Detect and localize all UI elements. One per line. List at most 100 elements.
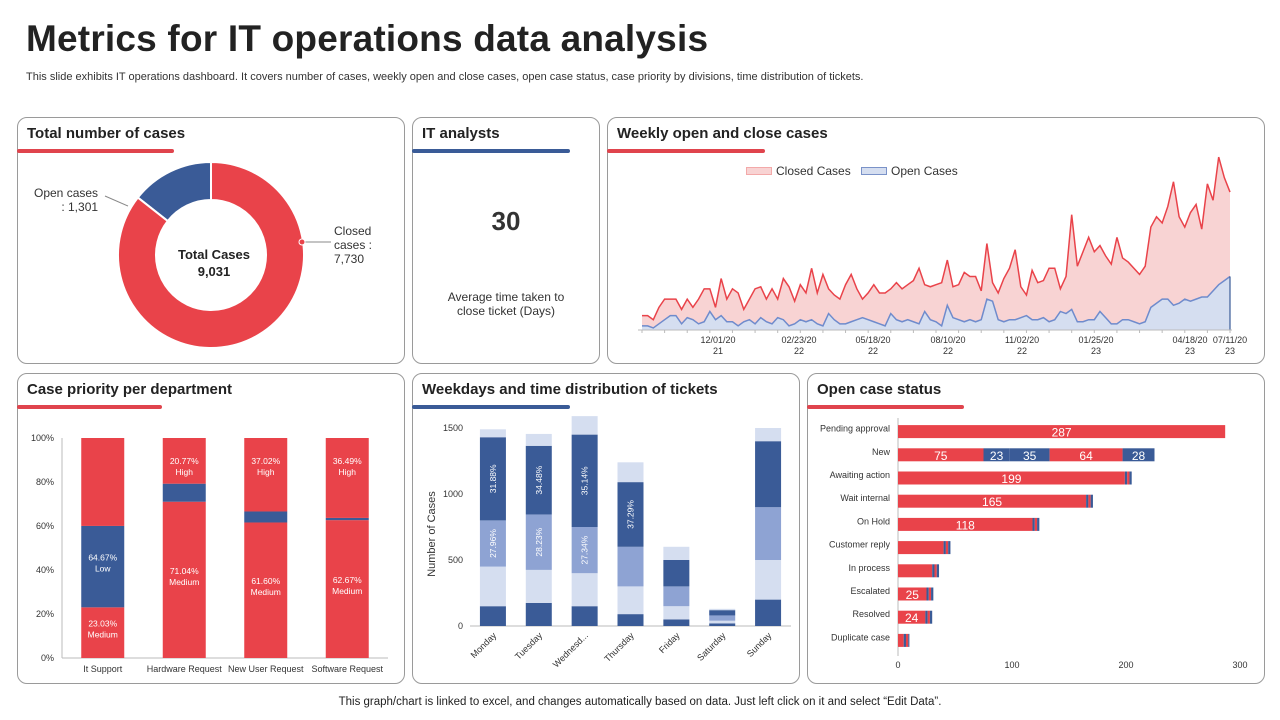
weekday-data-label: 35.14% xyxy=(580,466,590,495)
total-cases-title: Total number of cases xyxy=(27,125,186,142)
y-tick-label: 20% xyxy=(36,609,54,619)
y-category-label: Awaiting action xyxy=(830,470,890,480)
closed-marker xyxy=(298,238,306,246)
page-title: Metrics for IT operations data analysis xyxy=(26,18,709,59)
legend-swatch xyxy=(861,167,887,175)
status-data-label: 287 xyxy=(1052,426,1072,440)
weekdays-panel[interactable]: Weekdays and time distribution of ticket… xyxy=(412,373,800,684)
status-bar-segment xyxy=(936,564,940,578)
y-category-label: On Hold xyxy=(857,516,890,526)
x-tick-label: Friday xyxy=(657,630,682,655)
priority-bar-high xyxy=(162,438,206,484)
status-bar-segment xyxy=(929,610,933,624)
x-tick-label: Sunday xyxy=(745,630,774,659)
weekday-bar-segment xyxy=(571,573,598,607)
x-tick-label: Monday xyxy=(469,630,499,660)
status-bar-segment xyxy=(931,587,934,601)
weekday-bar-segment xyxy=(663,560,690,587)
status-bar-segment xyxy=(1086,494,1089,508)
status-bar-segment xyxy=(898,633,904,647)
y-category-label: Escalated xyxy=(850,586,890,596)
x-tick-label: Software Request xyxy=(311,664,383,674)
weekday-bar-segment xyxy=(525,433,552,446)
weekday-bar-segment xyxy=(525,514,552,570)
y-tick-label: 40% xyxy=(36,565,54,575)
x-tick-label: 100 xyxy=(1004,660,1019,670)
x-tick-label: 22 xyxy=(943,346,953,356)
open-status-bar-chart[interactable]: 0 100 200 300 Pending approval 287 New 75 23 35 64… xyxy=(808,374,1264,683)
status-data-label: 64 xyxy=(1079,449,1093,463)
priority-data-label: High xyxy=(176,467,194,477)
weekday-bar-segment xyxy=(709,610,736,616)
y-category-label: Resolved xyxy=(852,609,890,619)
priority-data-label: Medium xyxy=(169,577,199,587)
y-category-label: Pending approval xyxy=(820,424,890,434)
open-slice-label: Open cases : 1,301 xyxy=(34,186,99,214)
x-tick-label: It Support xyxy=(83,664,123,674)
x-tick-label: 01/25/20 xyxy=(1078,335,1113,345)
title-underline xyxy=(607,149,765,153)
priority-data-label: 61.60% xyxy=(251,576,280,586)
priority-data-label: High xyxy=(339,467,357,477)
status-data-label: 24 xyxy=(905,611,919,625)
donut-center-value: 9,031 xyxy=(198,264,231,279)
status-bar-segment xyxy=(1088,494,1091,508)
priority-data-label: 37.02% xyxy=(251,456,280,466)
priority-data-label: High xyxy=(257,467,275,477)
weekday-bar-segment xyxy=(479,606,506,626)
status-bar-segment xyxy=(898,587,927,601)
x-tick-label: 22 xyxy=(1017,346,1027,356)
weekday-bar-segment xyxy=(755,441,782,508)
y-tick-label: 0 xyxy=(458,621,463,631)
donut-center-label: Total Cases xyxy=(178,247,250,262)
weekday-bar-segment xyxy=(663,586,690,607)
weekday-bar-segment xyxy=(525,602,552,626)
priority-stacked-chart[interactable]: 0%20%40%60%80%100%23.03%Medium64.67%LowI… xyxy=(18,374,404,683)
status-bar-segment xyxy=(898,425,1226,439)
it-analysts-panel[interactable]: IT analysts 30 Average time taken to clo… xyxy=(412,117,600,364)
weekday-bar-segment xyxy=(663,619,690,626)
weekday-bar-segment xyxy=(617,586,644,615)
weekdays-stacked-chart[interactable]: 0 500 1000 1500 Number of Cases 27.96% 31.88% M… xyxy=(413,374,799,683)
priority-bar-low xyxy=(162,483,206,502)
priority-data-label: Medium xyxy=(332,586,362,596)
avg-days-value: 30 xyxy=(491,206,521,236)
priority-bar-high xyxy=(244,438,288,512)
weekday-bar-segment xyxy=(755,560,782,600)
status-bar-segment xyxy=(932,564,935,578)
weekly-area-chart[interactable]: 12/01/202102/23/202205/18/202208/10/2022… xyxy=(608,118,1264,363)
open-leader-line xyxy=(104,195,129,207)
priority-panel[interactable]: Case priority per department 0% 20% 40% 60%… xyxy=(17,373,405,684)
x-tick-label: 23 xyxy=(1225,346,1235,356)
priority-bar-medium xyxy=(325,520,369,658)
weekday-bar-segment xyxy=(479,566,506,607)
title-underline xyxy=(17,405,162,409)
x-tick-label: New User Request xyxy=(228,664,304,674)
x-tick-label: Saturday xyxy=(695,630,728,663)
weekly-panel[interactable]: Weekly open and close cases Closed Cases… xyxy=(607,117,1265,364)
status-bar-segment xyxy=(1034,517,1038,531)
weekday-bar-segment xyxy=(571,434,598,527)
status-data-label: 75 xyxy=(934,449,948,463)
status-bar-segment xyxy=(925,610,928,624)
weekday-bar-segment xyxy=(709,623,736,626)
open-status-panel[interactable]: Open case status 0 100 200 300 Pending appro… xyxy=(807,373,1265,684)
weekday-bar-segment xyxy=(479,429,506,438)
status-bar-segment xyxy=(898,471,1125,485)
priority-data-label: Medium xyxy=(88,630,118,640)
total-cases-panel[interactable]: Total number of cases Total Cases 9,031 … xyxy=(17,117,405,364)
y-axis-title: Number of Cases xyxy=(426,491,438,577)
x-tick-label: 300 xyxy=(1232,660,1247,670)
x-tick-label: Hardware Request xyxy=(147,664,223,674)
weekday-data-label: 34.48% xyxy=(534,465,544,494)
status-bar-segment xyxy=(1127,471,1130,485)
weekday-bar-segment xyxy=(617,614,644,626)
donut-chart[interactable]: Total Cases 9,031 xyxy=(18,118,404,363)
x-tick-label: 11/02/20 xyxy=(1005,335,1039,345)
priority-bar-high xyxy=(325,438,369,518)
x-tick-label: 200 xyxy=(1118,660,1133,670)
title-underline xyxy=(807,405,964,409)
status-bar-segment xyxy=(926,587,929,601)
status-bar-segment xyxy=(927,610,930,624)
status-bar-segment xyxy=(983,448,1010,462)
